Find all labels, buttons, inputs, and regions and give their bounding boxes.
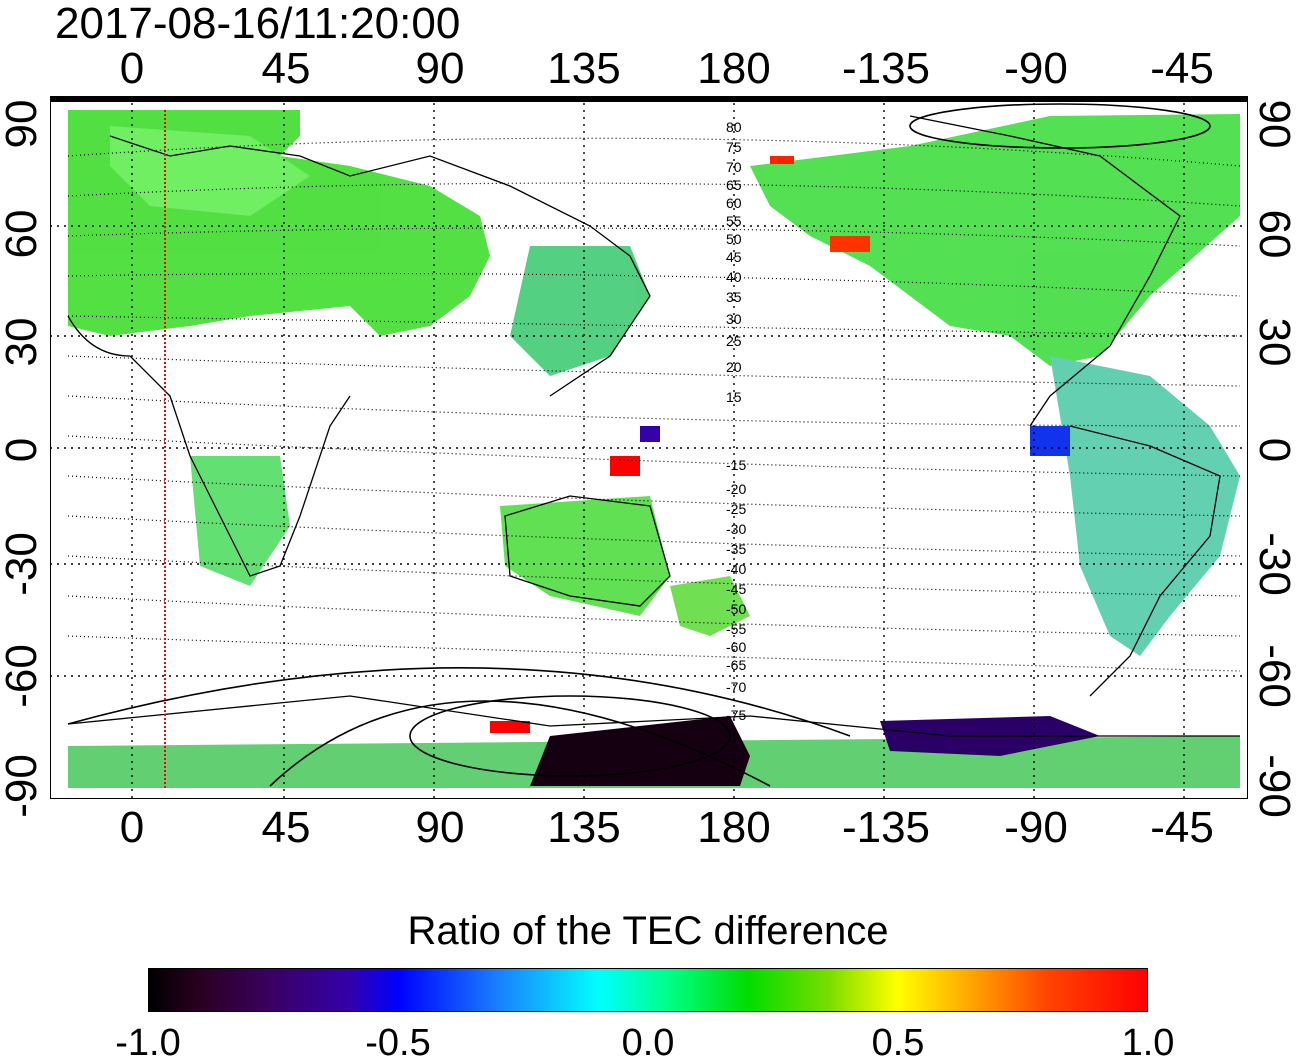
bottom-lon-tick: -45 <box>1150 803 1214 852</box>
tec-map: 80 75 70 65 60 55 50 45 40 35 30 25 20 1… <box>50 96 1248 799</box>
bottom-lon-tick: -90 <box>1004 803 1068 852</box>
south-america-data <box>1050 356 1240 656</box>
top-lon-tick: 0 <box>119 44 145 93</box>
bottom-lon-tick: -135 <box>841 803 931 852</box>
colorbar <box>148 968 1148 1012</box>
colorbar-title: Ratio of the TEC difference <box>407 909 889 953</box>
contour-labels: 80 75 70 65 60 55 50 45 40 35 30 25 20 1… <box>726 119 746 723</box>
positive-anomaly-patch <box>490 721 530 733</box>
bottom-lon-tick: 90 <box>415 803 465 852</box>
bottom-lon-tick: 135 <box>547 803 621 852</box>
contour-label: 55 <box>726 213 742 229</box>
north-america-data <box>750 114 1240 366</box>
negative-anomaly-patch <box>530 716 750 786</box>
contour-label: -15 <box>726 457 746 473</box>
top-lon-tick: 45 <box>261 44 311 93</box>
contour-label: -30 <box>726 521 746 537</box>
positive-anomaly-patch <box>770 156 794 164</box>
contour-label: -25 <box>726 501 746 517</box>
negative-anomaly-patch <box>1030 426 1070 456</box>
graticule <box>50 96 1248 799</box>
coastlines <box>67 115 1240 737</box>
right-lat-tick: -90 <box>1250 754 1296 818</box>
top-lon-tick: -45 <box>1150 44 1214 93</box>
contour-label: 25 <box>726 333 742 349</box>
colorbar-label: -0.5 <box>365 1022 431 1064</box>
contour-label: -75 <box>726 707 746 723</box>
contour-label: 70 <box>726 159 742 175</box>
top-lon-tick: -135 <box>841 44 931 93</box>
contour-label: -20 <box>726 481 746 497</box>
top-lon-tick: 180 <box>697 44 771 93</box>
contour-label: 15 <box>726 389 742 405</box>
australia-data <box>500 496 670 616</box>
top-lon-tick: -90 <box>1004 44 1068 93</box>
contour-label: 75 <box>726 139 742 155</box>
contour-label: -70 <box>726 679 746 695</box>
contour-label: 65 <box>726 177 742 193</box>
contour-label: 35 <box>726 289 742 305</box>
contour-label: -40 <box>726 561 746 577</box>
left-lat-tick: -90 <box>0 754 46 818</box>
contour-label: -35 <box>726 541 746 557</box>
east-asia-data <box>510 246 650 376</box>
contour-label: 40 <box>726 269 742 285</box>
contour-label: 80 <box>726 119 742 135</box>
contour-label: 45 <box>726 249 742 265</box>
africa-data <box>190 456 290 586</box>
top-lon-tick: 90 <box>415 44 465 93</box>
magnetic-contours <box>67 137 1241 672</box>
bottom-lon-tick: 180 <box>697 803 771 852</box>
colorbar-label: 0.5 <box>871 1022 925 1064</box>
contour-label: -45 <box>726 581 746 597</box>
colorbar-label: 1.0 <box>1121 1022 1175 1064</box>
positive-anomaly-patch <box>610 456 640 476</box>
contour-label: 20 <box>726 359 742 375</box>
contour-label: -50 <box>726 601 746 617</box>
colorbar-label: -1.0 <box>115 1022 181 1064</box>
contour-label: 60 <box>726 195 742 211</box>
contour-label: 30 <box>726 311 742 327</box>
new-zealand-data <box>670 576 750 636</box>
contour-label: 50 <box>726 231 742 247</box>
map-timestamp: 2017-08-16/11:20:00 <box>55 0 461 48</box>
bottom-lon-tick: 45 <box>261 803 311 852</box>
europe-data <box>110 126 310 216</box>
map-top-bar <box>50 96 1248 102</box>
top-lon-tick: 135 <box>547 44 621 93</box>
polar-contours <box>67 103 1211 787</box>
bottom-lon-tick: 0 <box>119 803 145 852</box>
contour-label: -65 <box>726 657 746 673</box>
positive-anomaly-patch <box>830 236 870 252</box>
anomaly-patches <box>490 156 1100 786</box>
contour-label: -60 <box>726 639 746 655</box>
colorbar-label: 0.0 <box>621 1022 675 1064</box>
negative-anomaly-patch <box>640 426 660 442</box>
contour-label: -55 <box>726 621 746 637</box>
